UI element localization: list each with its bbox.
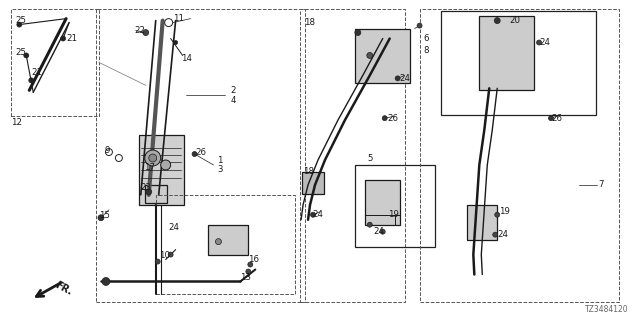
Text: 24: 24 bbox=[539, 38, 550, 47]
Circle shape bbox=[168, 252, 173, 257]
Bar bbox=[365, 180, 399, 225]
Circle shape bbox=[495, 212, 500, 217]
Text: 13: 13 bbox=[241, 273, 252, 282]
Circle shape bbox=[248, 262, 253, 267]
Text: FR.: FR. bbox=[53, 280, 74, 297]
Circle shape bbox=[146, 189, 152, 195]
Circle shape bbox=[17, 22, 22, 27]
Circle shape bbox=[395, 76, 400, 81]
Text: 8: 8 bbox=[424, 46, 429, 55]
Circle shape bbox=[166, 20, 171, 25]
Text: 18: 18 bbox=[304, 18, 315, 27]
Bar bbox=[139, 135, 184, 205]
Circle shape bbox=[382, 116, 387, 121]
Text: 9: 9 bbox=[105, 146, 110, 155]
Text: 19: 19 bbox=[499, 207, 510, 216]
Text: 10: 10 bbox=[159, 251, 170, 260]
Text: 2: 2 bbox=[230, 86, 236, 95]
Bar bbox=[96, 9, 305, 302]
Circle shape bbox=[355, 29, 361, 36]
Text: 3: 3 bbox=[218, 165, 223, 174]
Circle shape bbox=[61, 36, 66, 41]
Circle shape bbox=[106, 148, 113, 156]
Text: 24: 24 bbox=[374, 227, 385, 236]
Circle shape bbox=[380, 229, 385, 234]
Circle shape bbox=[29, 78, 34, 83]
Circle shape bbox=[173, 41, 178, 44]
Text: 26: 26 bbox=[388, 114, 399, 123]
Circle shape bbox=[148, 154, 157, 162]
Circle shape bbox=[161, 160, 171, 170]
Text: 21: 21 bbox=[66, 34, 77, 43]
Circle shape bbox=[246, 269, 251, 274]
Bar bbox=[355, 28, 410, 83]
Circle shape bbox=[102, 277, 110, 285]
Circle shape bbox=[493, 232, 498, 237]
Circle shape bbox=[536, 40, 541, 45]
Text: 18: 18 bbox=[303, 167, 314, 176]
Circle shape bbox=[310, 212, 316, 217]
Text: 15: 15 bbox=[99, 211, 110, 220]
Text: 1: 1 bbox=[218, 156, 223, 164]
Text: 24: 24 bbox=[312, 210, 323, 219]
Bar bbox=[442, 11, 596, 115]
Circle shape bbox=[164, 19, 173, 27]
Circle shape bbox=[494, 18, 500, 24]
Text: 7: 7 bbox=[599, 180, 604, 189]
Text: 4: 4 bbox=[230, 96, 236, 105]
Bar bbox=[420, 9, 619, 302]
Circle shape bbox=[98, 215, 104, 221]
Text: 25: 25 bbox=[15, 48, 26, 57]
Bar bbox=[12, 9, 99, 116]
Text: 24: 24 bbox=[169, 223, 180, 232]
Text: 12: 12 bbox=[12, 118, 22, 127]
Text: 5: 5 bbox=[368, 154, 373, 163]
Bar bbox=[355, 165, 435, 247]
Circle shape bbox=[24, 53, 29, 58]
Circle shape bbox=[115, 155, 122, 162]
Text: 24: 24 bbox=[399, 74, 411, 83]
Text: 16: 16 bbox=[248, 255, 259, 264]
Bar bbox=[156, 195, 295, 294]
Circle shape bbox=[143, 29, 148, 36]
Text: TZ3484120: TZ3484120 bbox=[585, 305, 628, 314]
Circle shape bbox=[216, 239, 221, 244]
Bar bbox=[145, 185, 166, 203]
Text: 26: 26 bbox=[551, 114, 562, 123]
Text: 25: 25 bbox=[15, 16, 26, 25]
Text: 22: 22 bbox=[135, 26, 146, 35]
Circle shape bbox=[367, 222, 372, 227]
Bar bbox=[302, 172, 324, 194]
Circle shape bbox=[417, 23, 422, 28]
Text: 20: 20 bbox=[509, 16, 520, 25]
Text: 23: 23 bbox=[141, 183, 152, 192]
Text: 6: 6 bbox=[424, 34, 429, 43]
Circle shape bbox=[156, 259, 160, 264]
Text: 14: 14 bbox=[180, 54, 191, 63]
Circle shape bbox=[192, 152, 197, 156]
Circle shape bbox=[367, 52, 372, 59]
Circle shape bbox=[548, 116, 554, 121]
Bar bbox=[300, 9, 404, 302]
Bar bbox=[479, 16, 534, 90]
Text: 26: 26 bbox=[196, 148, 207, 156]
Text: 11: 11 bbox=[173, 14, 184, 23]
Text: 19: 19 bbox=[388, 210, 399, 219]
Text: 17: 17 bbox=[144, 164, 155, 172]
Text: 24: 24 bbox=[497, 230, 508, 239]
Text: 21: 21 bbox=[31, 68, 42, 77]
Circle shape bbox=[145, 150, 161, 166]
Bar bbox=[209, 225, 248, 255]
Bar bbox=[467, 205, 497, 240]
